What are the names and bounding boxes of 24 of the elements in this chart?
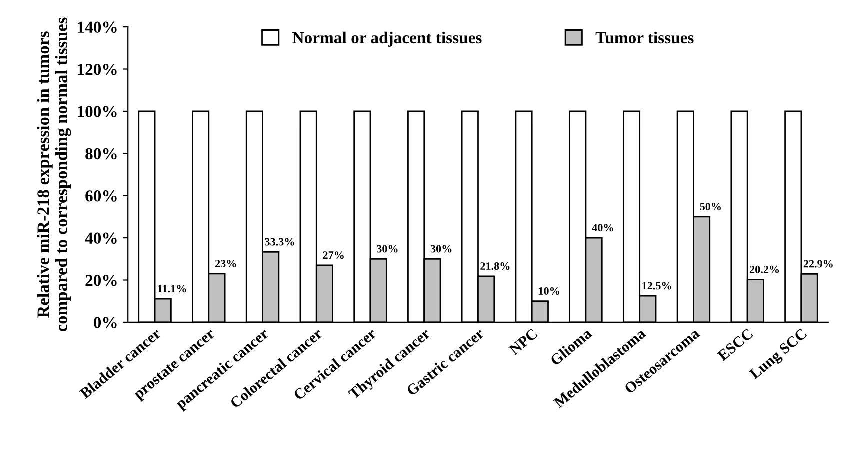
y-tick-label: 80% — [86, 148, 117, 160]
y-tick-label: 60% — [86, 190, 117, 202]
data-label: 21.8% — [480, 262, 510, 270]
data-label: 30% — [377, 245, 398, 253]
data-label: 22.9% — [804, 260, 833, 268]
y-tick-label: 20% — [86, 274, 117, 286]
data-label: 33.3% — [265, 238, 294, 246]
data-label: 23% — [215, 260, 236, 268]
data-label: 11.1% — [158, 285, 186, 293]
data-label: 10% — [539, 287, 560, 295]
data-label: 27% — [323, 252, 344, 260]
y-axis-title: Relative miR-218 expression in tumors compared to corresponding normal tissues — [37, 18, 72, 332]
legend-label: Tumor tissues — [596, 32, 694, 44]
data-label: 50% — [700, 203, 721, 211]
data-label: 40% — [592, 224, 614, 232]
y-tick-label: 120% — [78, 64, 117, 76]
y-tick-label: 100% — [78, 106, 117, 118]
y-tick-label: 40% — [85, 232, 117, 244]
data-label: 20.2% — [750, 266, 780, 274]
data-label: 12.5% — [642, 282, 672, 290]
y-tick-label: 140% — [78, 22, 117, 34]
data-label: 30% — [430, 245, 452, 253]
legend-label: Normal or adjacent tissues — [292, 32, 482, 47]
y-tick-label: 0% — [94, 317, 117, 328]
